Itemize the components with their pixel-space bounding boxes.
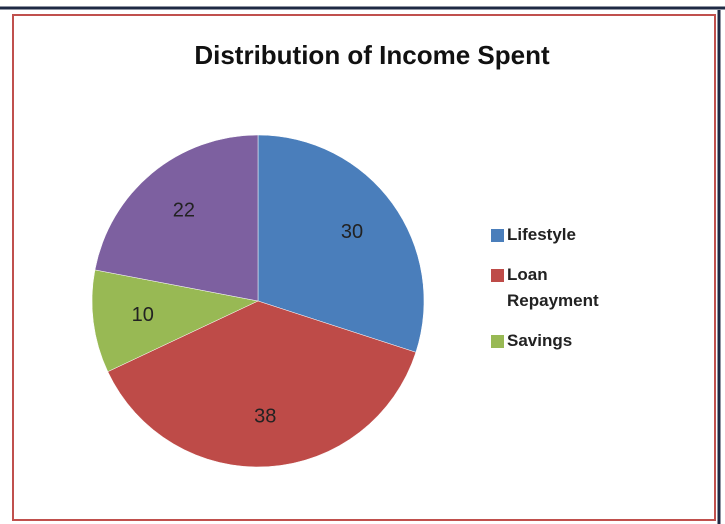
data-label: 38: [254, 405, 276, 427]
legend-label: Lifestyle: [507, 225, 576, 244]
legend-swatch: [491, 229, 504, 242]
legend-label: Loan Repayment: [507, 265, 599, 310]
legend-item: Loan Repayment: [491, 262, 611, 314]
legend-swatch: [491, 269, 504, 282]
data-label: 30: [341, 221, 363, 243]
data-label: 10: [132, 304, 154, 326]
legend-swatch: [491, 335, 504, 348]
legend: Lifestyle Loan Repayment Savings: [491, 222, 611, 368]
legend-item: Savings: [491, 328, 611, 354]
legend-item: Lifestyle: [491, 222, 611, 248]
pie: 30 38 10 22: [91, 134, 425, 468]
chart-title: Distribution of Income Spent: [194, 40, 550, 70]
pie-slice: [257, 134, 425, 353]
data-label: 22: [173, 200, 195, 222]
pie-slice: [91, 269, 259, 373]
legend-label: Savings: [507, 331, 573, 350]
pie-slice: [107, 300, 417, 468]
pie-slice: [94, 134, 259, 302]
